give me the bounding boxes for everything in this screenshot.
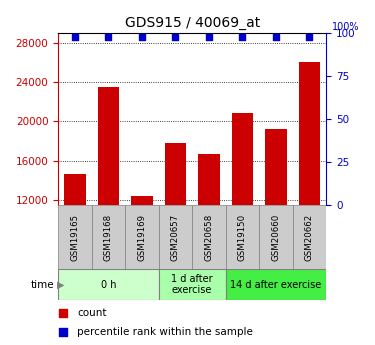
Bar [198, 154, 220, 319]
Text: GSM19165: GSM19165 [70, 214, 80, 261]
Bar [298, 62, 320, 319]
Point [240, 34, 246, 40]
Text: GSM19168: GSM19168 [104, 214, 113, 261]
Bar [232, 112, 254, 319]
Point [273, 34, 279, 40]
Text: GSM20657: GSM20657 [171, 214, 180, 261]
Point [139, 34, 145, 40]
Point [306, 34, 312, 40]
Text: GSM20660: GSM20660 [272, 214, 280, 261]
Bar [259, 205, 293, 269]
Bar [125, 205, 159, 269]
Text: GSM20662: GSM20662 [305, 214, 314, 261]
Bar [58, 269, 159, 300]
Text: GSM19150: GSM19150 [238, 214, 247, 261]
Bar [226, 269, 326, 300]
Bar [64, 174, 86, 319]
Text: percentile rank within the sample: percentile rank within the sample [77, 327, 253, 337]
Point [72, 34, 78, 40]
Text: GSM19169: GSM19169 [137, 214, 146, 261]
Point [105, 34, 111, 40]
Bar [293, 205, 326, 269]
Point [60, 330, 66, 335]
Title: GDS915 / 40069_at: GDS915 / 40069_at [124, 16, 260, 30]
Bar [192, 205, 226, 269]
Bar [159, 205, 192, 269]
Bar [165, 143, 186, 319]
Bar [92, 205, 125, 269]
Bar [159, 269, 226, 300]
Bar [265, 129, 287, 319]
Text: count: count [77, 308, 106, 318]
Bar [226, 205, 259, 269]
Text: GSM20658: GSM20658 [204, 214, 213, 261]
Text: 1 d after
exercise: 1 d after exercise [171, 274, 213, 295]
Text: 100%: 100% [332, 22, 359, 32]
Text: 14 d after exercise: 14 d after exercise [230, 280, 322, 289]
Point [60, 310, 66, 315]
Bar [98, 87, 119, 319]
Text: 0 h: 0 h [100, 280, 116, 289]
Bar [58, 205, 92, 269]
Point [206, 34, 212, 40]
Text: ▶: ▶ [57, 280, 65, 289]
Text: time: time [31, 280, 54, 289]
Point [172, 34, 178, 40]
Bar [131, 196, 153, 319]
